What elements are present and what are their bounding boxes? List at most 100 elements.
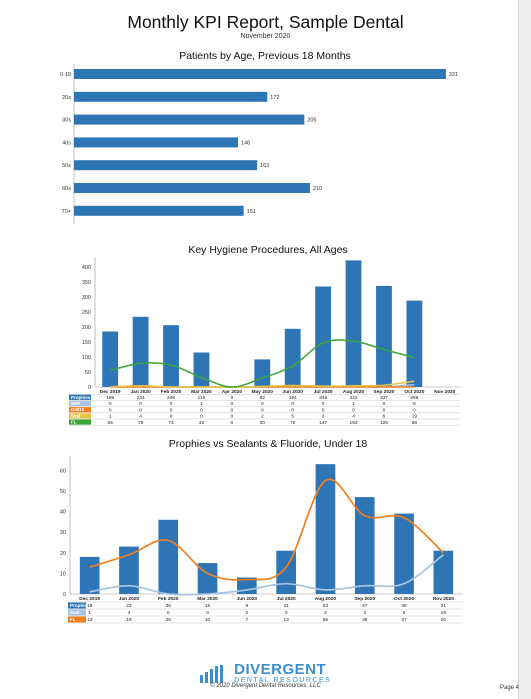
bar-prophies xyxy=(394,513,414,594)
table-cell: 70 xyxy=(290,420,296,426)
legend-label: FL xyxy=(71,420,77,425)
y-tick-label: 250 xyxy=(82,310,91,316)
legend-swatch xyxy=(68,602,86,609)
legend-swatch xyxy=(69,394,91,400)
bar-prophies xyxy=(315,286,332,387)
bar-prophies xyxy=(193,352,210,387)
category-label: 20s xyxy=(62,95,71,101)
table-cell: 0 xyxy=(139,401,142,407)
line-fl xyxy=(110,339,415,388)
legend-swatch xyxy=(68,609,86,616)
table-cell: 234 xyxy=(137,395,145,401)
table-cell: 37 xyxy=(401,617,407,623)
table-cell: 79 xyxy=(138,420,144,426)
table-cell: 32 xyxy=(199,420,205,426)
table-cell: 115 xyxy=(198,395,206,401)
hygiene-procedures-chart: Key Hygiene Procedures, All Ages05010015… xyxy=(69,244,460,426)
patients-by-age-chart: Patients by Age, Previous 18 Months 0-19 3… xyxy=(60,50,458,224)
table-cell: 39 xyxy=(401,603,407,609)
bar xyxy=(74,91,268,102)
table-cell: 98 xyxy=(412,420,418,426)
table-cell: 21 xyxy=(283,603,289,609)
table-cell: 1 xyxy=(88,610,91,616)
bar-prophies xyxy=(163,325,179,387)
table-cell: 8 xyxy=(246,603,249,609)
table-cell: 15 xyxy=(205,603,211,609)
table-cell: 10 xyxy=(205,617,211,623)
table-cell: 20 xyxy=(441,617,447,623)
chart-title: Patients by Age, Previous 18 Months xyxy=(179,50,351,62)
y-tick-label: 0 xyxy=(63,592,66,598)
table-cell: 38 xyxy=(362,617,368,623)
bar xyxy=(74,137,239,148)
line-seal xyxy=(89,554,444,596)
table-cell: 1 xyxy=(200,401,203,407)
data-label: 172 xyxy=(270,95,279,101)
bar-prophies xyxy=(158,519,179,594)
y-tick-label: 150 xyxy=(82,340,91,346)
table-cell: 0 xyxy=(139,407,142,413)
category-label: Aug 2020 xyxy=(315,596,337,602)
table-cell: 0 xyxy=(383,401,386,407)
category-label: Jun 2020 xyxy=(237,596,258,602)
chart-title: Key Hygiene Procedures, All Ages xyxy=(188,244,347,256)
legend-label: FL xyxy=(70,617,76,622)
category-label: Feb 2020 xyxy=(158,596,179,602)
table-cell: 0 xyxy=(170,414,173,420)
data-label: 163 xyxy=(260,163,269,169)
table-cell: 2 xyxy=(246,610,249,616)
bar-prophies xyxy=(102,331,119,387)
y-tick-label: 20 xyxy=(60,551,66,557)
legend-label: Prophies xyxy=(71,395,91,400)
table-cell: 18 xyxy=(87,603,93,609)
bar-prophies xyxy=(119,546,139,594)
logo-sub-text: DENTAL RESOURCES xyxy=(234,677,332,684)
data-label: 146 xyxy=(241,140,250,146)
bar xyxy=(74,183,310,193)
table-cell: 8 xyxy=(413,401,416,407)
category-label: 40s xyxy=(62,140,71,146)
y-tick-label: 300 xyxy=(82,295,91,301)
table-cell: 0 xyxy=(206,610,209,616)
legend-swatch xyxy=(69,400,91,407)
table-cell: 4 xyxy=(128,610,131,616)
table-cell: 0 xyxy=(231,407,234,413)
table-cell: 63 xyxy=(323,603,329,609)
table-cell: 1 xyxy=(109,414,112,420)
table-cell: 0 xyxy=(291,401,294,407)
y-tick-label: 0 xyxy=(88,385,91,391)
table-cell: 6 xyxy=(383,414,386,420)
y-tick-label: 200 xyxy=(82,325,91,331)
table-cell: 36 xyxy=(166,603,172,609)
category-label: 60s xyxy=(62,186,71,192)
table-cell: 55 xyxy=(108,420,114,426)
table-cell: 5 xyxy=(403,610,406,616)
table-cell: 0 xyxy=(167,610,170,616)
table-cell: 337 xyxy=(380,395,388,401)
table-cell: 5 xyxy=(291,414,294,420)
category-label: Feb 2020 xyxy=(161,389,182,395)
category-label: Sep 2020 xyxy=(374,389,395,395)
table-cell: 7 xyxy=(246,617,249,623)
bar-prophies xyxy=(345,260,362,387)
category-label: Oct 2020 xyxy=(394,596,414,602)
y-tick-label: 40 xyxy=(60,510,66,516)
category-label: Dec 2019 xyxy=(100,389,121,395)
bar-prophies xyxy=(354,497,375,594)
table-cell: 0 xyxy=(231,395,234,401)
y-tick-label: 100 xyxy=(82,355,91,361)
table-cell: 13 xyxy=(87,617,93,623)
report-subtitle: November 2020 xyxy=(240,33,291,40)
table-cell: 0 xyxy=(109,407,112,413)
table-cell: 0 xyxy=(322,407,325,413)
table-cell: 422 xyxy=(350,395,358,401)
bar-prophies xyxy=(315,464,336,594)
logo-main-text: DIVERGENT xyxy=(234,661,327,678)
table-cell: 2 xyxy=(324,610,327,616)
category-label: Jan 2020 xyxy=(119,596,140,602)
bar xyxy=(74,114,305,125)
bar-prophies xyxy=(79,556,100,594)
table-cell: 0 xyxy=(231,401,234,407)
table-cell: 0 xyxy=(200,414,203,420)
y-tick-label: 50 xyxy=(85,370,91,376)
